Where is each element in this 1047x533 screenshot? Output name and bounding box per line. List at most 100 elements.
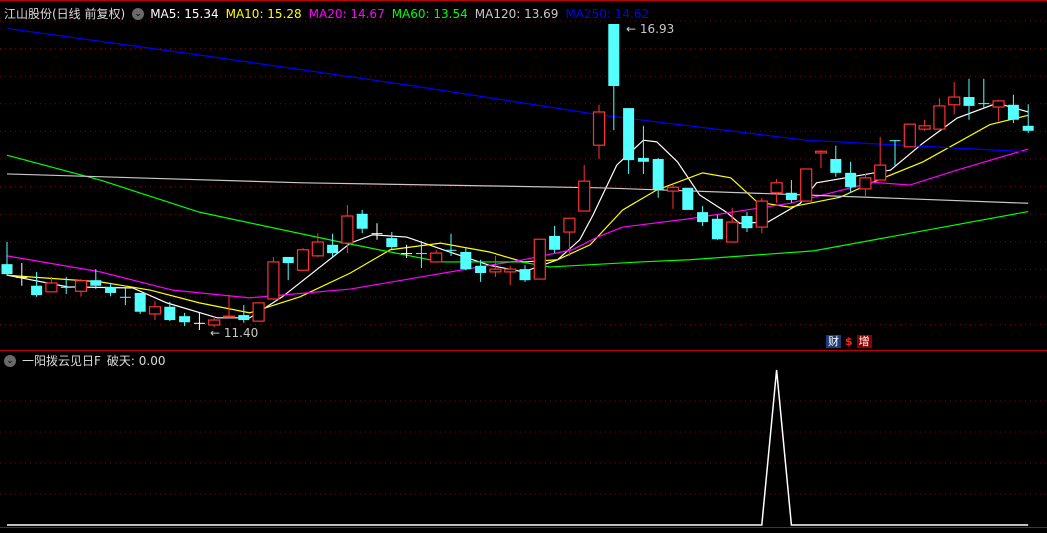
candle-body: [948, 96, 961, 106]
candle-body: [682, 187, 694, 210]
candle-body: [74, 280, 88, 292]
low-label: 11.40: [223, 326, 259, 340]
candle-body: [549, 235, 561, 250]
candle-body: [16, 276, 28, 278]
candle-body: [222, 315, 236, 318]
candle-body: [489, 268, 502, 273]
candle-body: [711, 218, 723, 240]
chevron-down-icon[interactable]: ⌄: [4, 354, 16, 367]
candle-body: [519, 269, 531, 281]
candle-body: [726, 221, 739, 243]
stock-title: 江山股份(日线 前复权): [4, 7, 126, 21]
candle-body: [889, 140, 901, 142]
indicator-value: 破天: 0.00: [106, 354, 166, 368]
candle-body: [134, 292, 146, 312]
candle-body: [1, 264, 13, 275]
candle-body: [845, 172, 857, 188]
candle-body: [386, 238, 398, 247]
candle-body: [356, 213, 368, 229]
candle-body: [105, 286, 117, 293]
candle-body: [637, 157, 649, 162]
candle-body: [90, 280, 102, 286]
candle-body: [415, 253, 427, 255]
candle-body: [31, 285, 43, 296]
candle-body: [918, 125, 931, 130]
ma-line-ma250: [6, 27, 1029, 153]
candle-body: [814, 150, 828, 154]
candle-body: [445, 249, 457, 251]
candle-body: [623, 108, 635, 161]
candle-body: [578, 180, 591, 212]
high-label: 16.93: [639, 22, 675, 36]
candle-body: [1007, 104, 1019, 120]
candle-body: [119, 296, 131, 298]
finance-badge[interactable]: 财: [826, 335, 841, 348]
candle-body: [460, 251, 472, 270]
candle-body: [164, 306, 176, 321]
candle-body: [148, 306, 162, 315]
candle-body: [592, 111, 606, 146]
ma-line-ma20: [6, 148, 1029, 299]
candle-body: [311, 241, 324, 257]
ma-label: MA10: 15.28: [225, 6, 302, 21]
candle-body: [978, 103, 990, 105]
ma-label: MA120: 13.69: [474, 6, 559, 21]
candle-body: [800, 168, 813, 202]
candle-body: [430, 252, 443, 263]
candle-body: [208, 319, 221, 326]
indicator-name: 一阳拨云见日F: [22, 354, 101, 368]
candle-body: [608, 24, 620, 86]
indicator-line: [7, 369, 1029, 526]
candle-body: [933, 105, 946, 130]
candle-body: [770, 182, 783, 194]
candle-body: [341, 215, 354, 244]
candle-body: [859, 177, 872, 190]
candle-body: [992, 100, 1005, 108]
candle-body: [252, 302, 265, 322]
ma-labels: MA5: 15.34 MA10: 15.28 MA20: 14.67 MA60: 13…: [150, 7, 656, 21]
candle-body: [371, 233, 383, 235]
candle-body: [327, 244, 339, 254]
ma-label: MA60: 13.54: [391, 6, 468, 21]
ma-line-ma10: [6, 114, 1029, 314]
ma-line-ma60: [6, 154, 1029, 268]
candle-body: [874, 164, 887, 181]
candle-body: [179, 316, 191, 323]
candle-body: [475, 265, 487, 274]
money-badge[interactable]: $: [845, 335, 853, 348]
candle-body: [903, 123, 916, 148]
candle-body: [193, 322, 205, 324]
candle-body: [504, 268, 517, 273]
ma-line-ma120: [6, 173, 1029, 204]
candle-body: [563, 217, 576, 233]
candle-body: [60, 286, 72, 288]
ma-label: MA250: 14.62: [565, 6, 650, 21]
candle-body: [45, 282, 58, 293]
candle-body: [741, 216, 753, 229]
ma-label: MA5: 15.34: [150, 6, 219, 21]
candle-body: [267, 261, 280, 300]
high-annotation: ← 16.93: [626, 22, 675, 36]
candle-body: [238, 315, 250, 321]
candle-body: [533, 238, 546, 280]
low-annotation: ← 11.40: [210, 326, 259, 340]
main-legend: 江山股份(日线 前复权) ⌄ MA5: 15.34 MA10: 15.28 MA20…: [4, 5, 663, 22]
candle-body: [963, 97, 975, 106]
candle-body: [755, 200, 768, 228]
candle-body: [830, 159, 842, 173]
candle-body: [785, 192, 797, 200]
candle-body: [401, 253, 413, 255]
candle-body: [652, 159, 664, 191]
ma-line-ma5: [6, 102, 1029, 319]
candle-body: [282, 256, 294, 264]
badges: 财 $ 增: [826, 335, 872, 348]
ma-label: MA20: 14.67: [308, 6, 385, 21]
indicator-legend: ⌄ 一阳拨云见日F 破天: 0.00: [4, 352, 171, 369]
chevron-down-icon[interactable]: ⌄: [132, 7, 145, 20]
candle-body: [296, 249, 310, 271]
candle-body: [666, 186, 680, 192]
candle-body: [1022, 125, 1034, 131]
increase-badge[interactable]: 增: [856, 335, 872, 348]
candle-body: [697, 212, 709, 223]
